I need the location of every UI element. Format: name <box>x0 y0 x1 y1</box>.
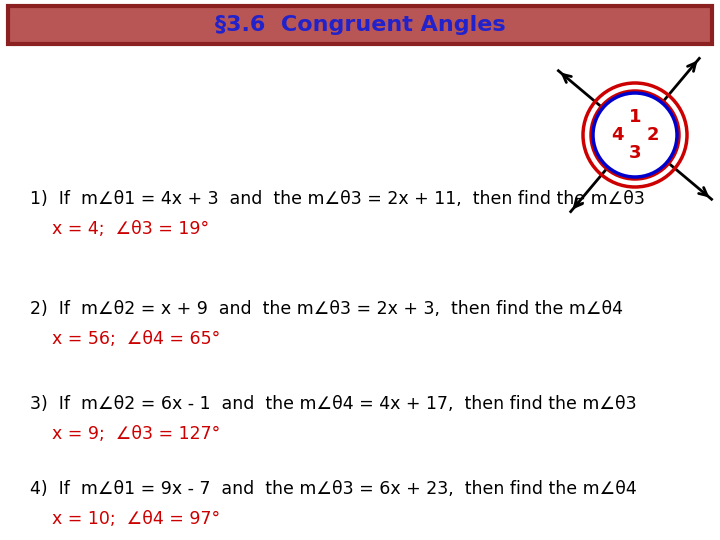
Text: 4)  If  m∠θ1 = 9x - 7  and  the m∠θ3 = 6x + 23,  then find the m∠θ4: 4) If m∠θ1 = 9x - 7 and the m∠θ3 = 6x + … <box>30 480 636 498</box>
Text: §3.6  Congruent Angles: §3.6 Congruent Angles <box>215 15 505 35</box>
FancyBboxPatch shape <box>8 6 712 44</box>
Text: x = 9;  ∠θ3 = 127°: x = 9; ∠θ3 = 127° <box>30 425 220 443</box>
Text: 3: 3 <box>629 144 642 162</box>
Text: 1: 1 <box>629 108 642 126</box>
Text: 3)  If  m∠θ2 = 6x - 1  and  the m∠θ4 = 4x + 17,  then find the m∠θ3: 3) If m∠θ2 = 6x - 1 and the m∠θ4 = 4x + … <box>30 395 636 413</box>
Text: 2)  If  m∠θ2 = x + 9  and  the m∠θ3 = 2x + 3,  then find the m∠θ4: 2) If m∠θ2 = x + 9 and the m∠θ3 = 2x + 3… <box>30 300 623 318</box>
Text: 4: 4 <box>611 126 624 144</box>
Text: x = 56;  ∠θ4 = 65°: x = 56; ∠θ4 = 65° <box>30 330 220 348</box>
Circle shape <box>593 93 677 177</box>
Text: x = 10;  ∠θ4 = 97°: x = 10; ∠θ4 = 97° <box>30 510 220 528</box>
Text: 2: 2 <box>647 126 660 144</box>
Text: x = 4;  ∠θ3 = 19°: x = 4; ∠θ3 = 19° <box>30 220 209 238</box>
Text: 1)  If  m∠θ1 = 4x + 3  and  the m∠θ3 = 2x + 11,  then find the m∠θ3: 1) If m∠θ1 = 4x + 3 and the m∠θ3 = 2x + … <box>30 190 645 208</box>
